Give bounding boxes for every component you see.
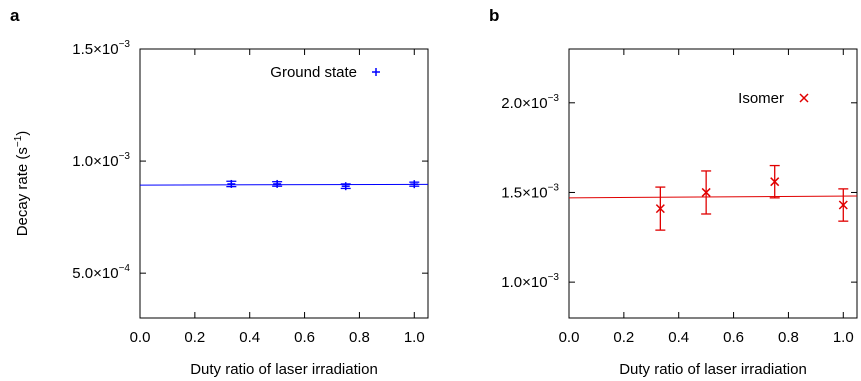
data-point: [226, 179, 237, 188]
y-tick-label: 2.0×10−3: [501, 93, 559, 112]
x-tick-label: 0.8: [778, 329, 799, 346]
x-tick-label: 0.6: [294, 329, 315, 346]
x-axis-label: Duty ratio of laser irradiation: [619, 361, 807, 378]
data-point: [340, 182, 351, 191]
y-tick-label: 1.5×10−3: [501, 182, 559, 201]
legend: Isomer: [738, 90, 809, 107]
y-tick-label: 1.0×10−3: [72, 151, 130, 170]
y-tick-label: 5.0×10−4: [72, 263, 130, 282]
legend-label: Isomer: [738, 90, 784, 107]
x-tick-label: 0.6: [723, 329, 744, 346]
y-tick-label: 1.0×10−3: [501, 272, 559, 291]
panel-a: a 0.0 0.2 0.4 0.6 0.8 1.0 5.0×10−4 1.0×10−3 1.5×1…: [10, 6, 429, 378]
x-tick-label: 0.4: [239, 329, 260, 346]
x-tick-label: 0.2: [613, 329, 634, 346]
data-point: [655, 186, 666, 231]
data-point: [769, 164, 780, 199]
x-tick-label: 0.4: [668, 329, 689, 346]
plot-frame: [568, 48, 858, 319]
data-point: [701, 170, 712, 215]
plot-frame: [139, 48, 429, 319]
panel-label: b: [489, 6, 499, 25]
x-tick-label: 0.0: [559, 329, 580, 346]
fit-line: [139, 183, 429, 186]
x-marker-b: [770, 177, 780, 187]
data-point: [838, 188, 849, 222]
panel-label: a: [10, 6, 20, 25]
x-tick-label: 1.0: [404, 329, 425, 346]
data-point: [272, 179, 283, 188]
x-axis-label: Duty ratio of laser irradiation: [190, 361, 378, 378]
panel-b: b 0.0 0.2 0.4 0.6 0.8 1.0 1.0×10−3 1.5×10−3 2.0×1…: [489, 6, 858, 378]
x-marker-b: [701, 187, 711, 197]
x-marker-b: [838, 200, 848, 210]
x-tick-label: 0.0: [130, 329, 151, 346]
legend: Ground state: [270, 64, 380, 81]
x-tick-label: 0.8: [349, 329, 370, 346]
x-tick-label: 0.2: [184, 329, 205, 346]
legend-marker: [799, 93, 809, 103]
y-tick-label: 1.5×10−3: [72, 39, 130, 58]
fit-line: [568, 195, 858, 199]
legend-label: Ground state: [270, 64, 357, 81]
data-point: [409, 180, 420, 189]
x-marker-b: [655, 204, 665, 214]
x-tick-label: 1.0: [833, 329, 854, 346]
y-axis-label: Decay rate (s−1): [13, 131, 31, 237]
